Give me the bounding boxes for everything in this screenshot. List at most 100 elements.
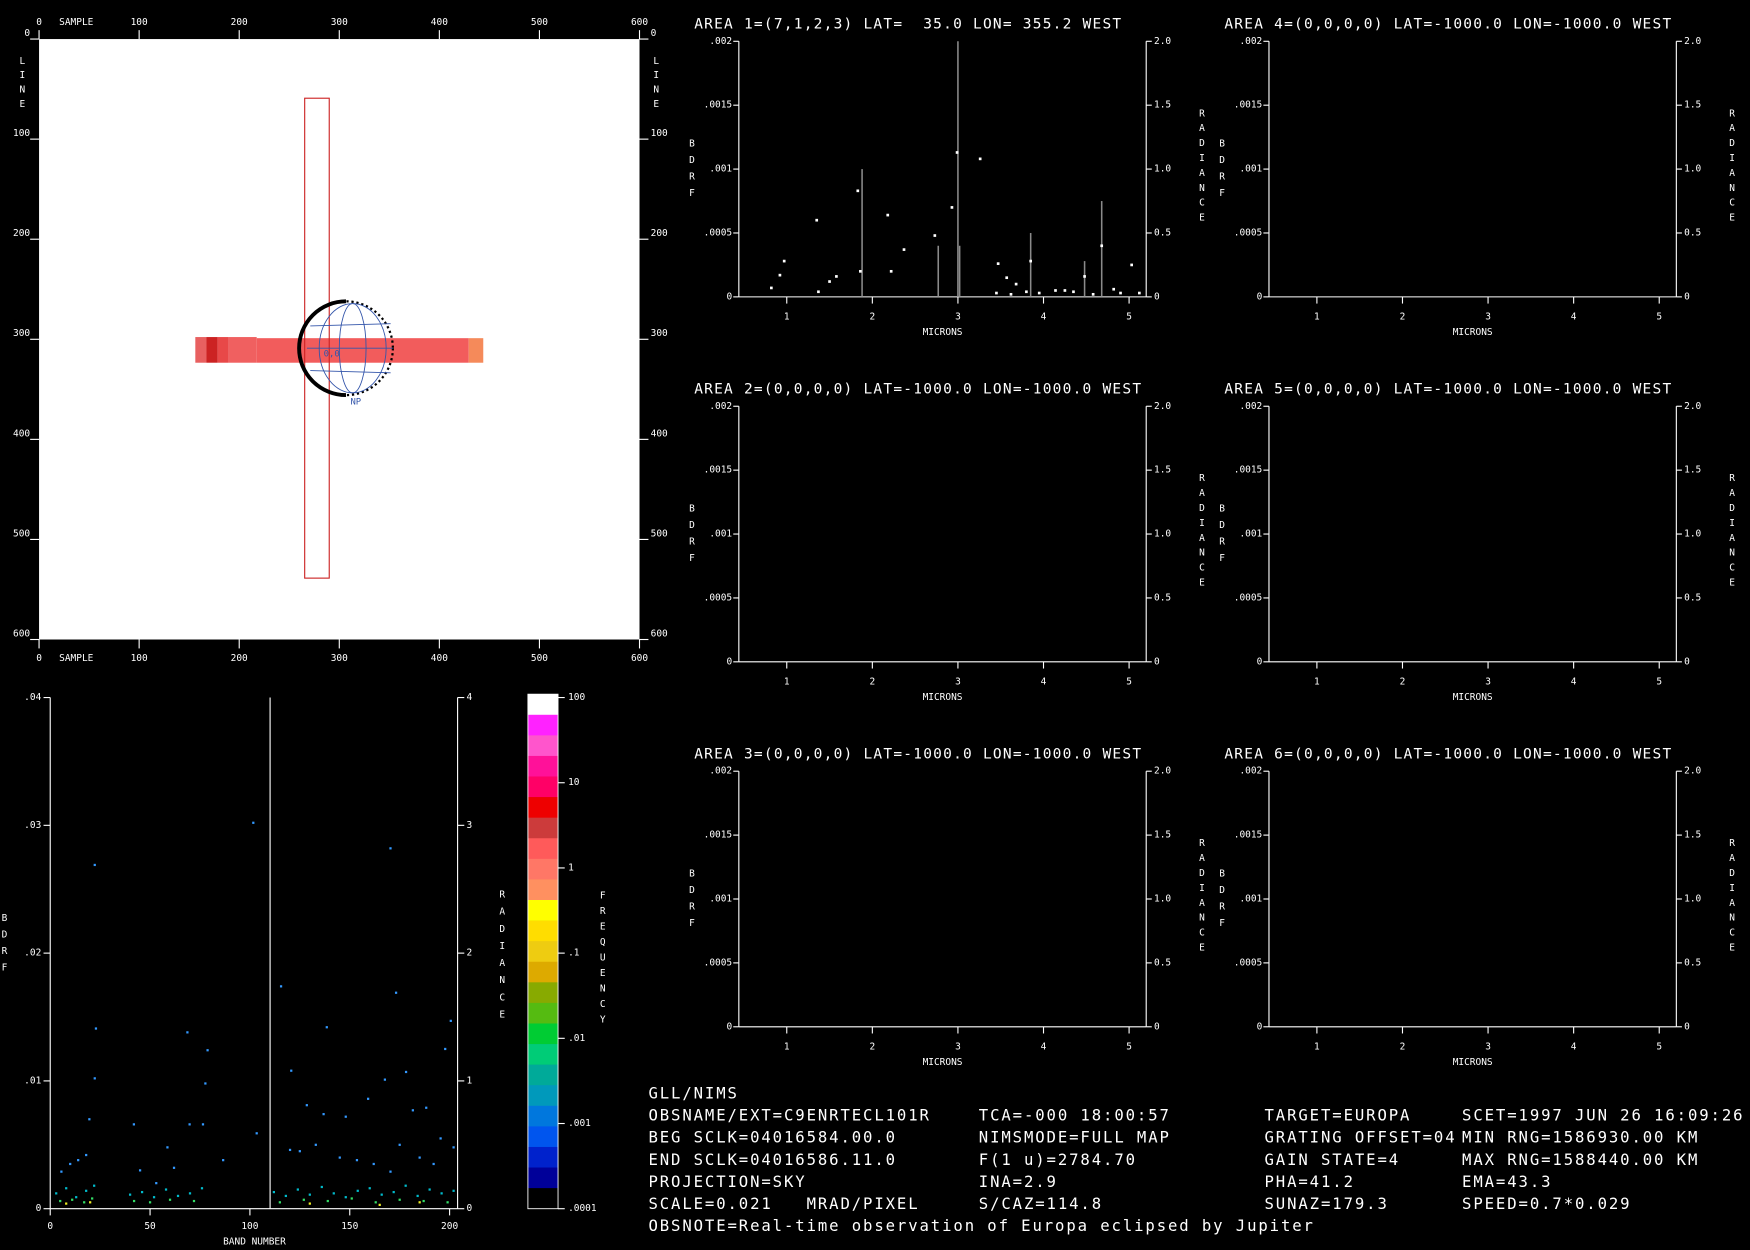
band-point (201, 1187, 203, 1189)
band-point (429, 1188, 431, 1190)
y-tick-label: .02 (24, 948, 41, 959)
band-point (399, 1144, 401, 1146)
band-point (202, 1123, 204, 1125)
band-point (357, 1190, 359, 1192)
band-point (139, 1169, 141, 1171)
y-axis-label: LINE (651, 56, 662, 113)
x-tick-label: 2 (1400, 676, 1406, 687)
colorbar-cell (528, 715, 558, 736)
band-point (280, 985, 282, 987)
x-tick-label: 1 (784, 676, 790, 687)
band-point (446, 1201, 448, 1203)
band-point (88, 1118, 90, 1120)
x-tick-label: 200 (231, 653, 248, 664)
y-tick-label: 500 (13, 528, 30, 539)
band-point (309, 1194, 311, 1196)
band-point (149, 1201, 151, 1203)
y-axis-label: BDRF (1217, 138, 1228, 204)
band-point (306, 1104, 308, 1106)
x-tick-label: 5 (1656, 311, 1662, 322)
footprint-band (195, 337, 206, 363)
info-field: S/CAZ=114.8 (979, 1195, 1103, 1213)
info-field: SUNAZ=179.3 (1265, 1195, 1389, 1213)
info-field: TARGET=EUROPA (1265, 1107, 1412, 1125)
y2-tick-label: 0 (1684, 656, 1690, 667)
y2-tick-label: 2 (467, 948, 473, 959)
info-field: EMA=43.3 (1462, 1173, 1552, 1191)
band-point (279, 1201, 281, 1203)
panel-title: AREA 4=(0,0,0,0) LAT=-1000.0 LON=-1000.0… (1224, 17, 1672, 33)
panel-title: AREA 2=(0,0,0,0) LAT=-1000.0 LON=-1000.0… (694, 382, 1142, 398)
colorbar-cell (528, 1168, 558, 1189)
band-point (425, 1107, 427, 1109)
x-tick-label: 0 (36, 17, 42, 28)
colorbar-cell (528, 1106, 558, 1127)
x-tick-label: 300 (331, 17, 348, 28)
band-point (95, 1027, 97, 1029)
colorbar-cell (528, 1044, 558, 1065)
y-tick-label: .0015 (1234, 465, 1263, 476)
y2-tick-label: 0.5 (1154, 957, 1171, 968)
panel-title: AREA 1=(7,1,2,3) LAT= 35.0 LON= 355.2 WE… (694, 17, 1122, 33)
y2-tick-label: 2.0 (1154, 766, 1171, 777)
band-point (166, 1146, 168, 1148)
spectrum-point (1064, 289, 1067, 292)
band-point (177, 1195, 179, 1197)
colorbar-label: FREQUENCY (597, 891, 608, 1030)
band-point (222, 1159, 224, 1161)
colorbar-tick-label: 10 (568, 777, 580, 788)
x-tick-label: 5 (1656, 676, 1662, 687)
y2-tick-label: 0.5 (1684, 592, 1701, 603)
band-point (339, 1156, 341, 1158)
y2-tick-label: 1.0 (1684, 529, 1701, 540)
band-point (450, 1020, 452, 1022)
y-tick-label: .002 (1239, 36, 1262, 47)
y-tick-label: 0 (36, 1203, 42, 1214)
y-tick-label: .0015 (1234, 830, 1263, 841)
info-field: END SCLK=04016586.11.0 (648, 1151, 897, 1169)
band-point (452, 1146, 454, 1148)
y2-axis-label: RADIANCE (1727, 838, 1738, 957)
y2-tick-label: 1.5 (1154, 465, 1171, 476)
y2-tick-label: 1.0 (1154, 529, 1171, 540)
colorbar-cell (528, 735, 558, 756)
x-axis-label: SAMPLE (59, 17, 94, 28)
footprint-band (218, 337, 229, 363)
band-point (193, 1200, 195, 1202)
y-tick-label: 400 (651, 428, 668, 439)
y-axis-label: BDRF (1217, 868, 1228, 934)
info-field: SPEED=0.7*0.029 (1462, 1195, 1631, 1213)
footprint-band (206, 337, 217, 363)
spectrum-point (1119, 292, 1122, 295)
pole-label: NP (350, 397, 361, 407)
x-tick-label: 1 (1314, 676, 1320, 687)
y-tick-label: .002 (709, 36, 732, 47)
y-tick-label: 600 (13, 628, 30, 639)
x-axis-label: MICRONS (923, 327, 963, 338)
info-field: NIMSMODE=FULL MAP (979, 1129, 1171, 1147)
panel-title: AREA 5=(0,0,0,0) LAT=-1000.0 LON=-1000.0… (1224, 382, 1672, 398)
band-point (345, 1116, 347, 1118)
band-point (389, 1171, 391, 1173)
x-tick-label: 3 (955, 676, 961, 687)
band-point (273, 1191, 275, 1193)
info-field: OBSNAME/EXT=C9ENRTECL101R (648, 1107, 930, 1125)
colorbar-cell (528, 1147, 558, 1168)
band-point (186, 1031, 188, 1033)
x-tick-label: 5 (1126, 676, 1132, 687)
info-field: SCET=1997 JUN 26 16:09:26 (1462, 1107, 1744, 1125)
y-tick-label: 0 (651, 28, 657, 39)
y2-tick-label: 0.5 (1154, 592, 1171, 603)
band-point (129, 1194, 131, 1196)
band-point (369, 1187, 371, 1189)
y-tick-label: .0015 (704, 465, 733, 476)
band-point (440, 1192, 442, 1194)
y2-axis-label: RADIANCE (1197, 838, 1208, 957)
y-tick-label: 0 (24, 28, 30, 39)
x-tick-label: 2 (869, 676, 875, 687)
y-tick-label: 500 (651, 528, 668, 539)
band-point (141, 1191, 143, 1193)
y-axis-label: BDRF (686, 868, 697, 934)
